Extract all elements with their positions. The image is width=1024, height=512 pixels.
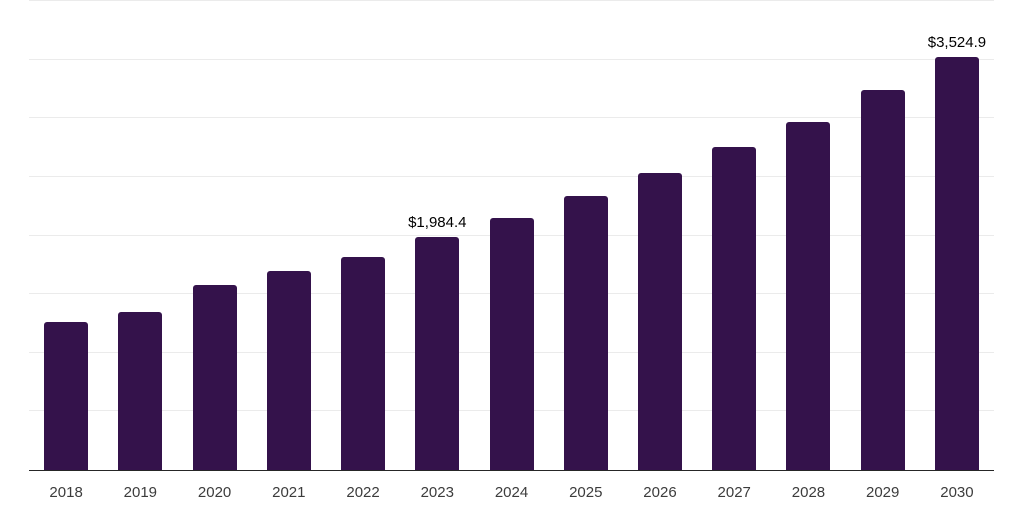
x-tick-label: 2027 xyxy=(717,484,751,501)
gridline xyxy=(29,117,994,119)
gridline xyxy=(29,0,994,1)
x-tick-label: 2028 xyxy=(791,484,826,501)
bar-slot xyxy=(549,1,623,470)
bar-slot xyxy=(252,1,326,470)
bar-2030[interactable] xyxy=(934,56,979,470)
bar-2024[interactable] xyxy=(489,217,534,470)
plot-area: $1,984.4 $3,524.9 xyxy=(29,0,994,471)
x-tick-label: 2026 xyxy=(643,484,677,501)
bar-value-label: $3,524.9 xyxy=(927,33,987,51)
bar-slot: $3,524.9 xyxy=(920,1,994,470)
gridline xyxy=(29,175,994,177)
bar-2021[interactable] xyxy=(266,271,311,470)
x-tick-label: 2029 xyxy=(866,484,900,501)
x-tick-label: 2021 xyxy=(272,484,306,501)
bar-2023[interactable] xyxy=(415,237,460,470)
x-tick-label: 2022 xyxy=(346,484,380,501)
bar-slot xyxy=(697,1,771,470)
bar-2027[interactable] xyxy=(712,146,757,470)
x-tick-label: 2024 xyxy=(494,484,529,501)
bar-slot xyxy=(326,1,400,470)
bar-slot xyxy=(177,1,251,470)
bar-slot xyxy=(771,1,845,470)
bar-2026[interactable] xyxy=(637,172,682,470)
x-tick-label: 2020 xyxy=(197,484,232,501)
bar-slot xyxy=(846,1,920,470)
x-tick-label: 2019 xyxy=(123,484,158,501)
bar-2018[interactable] xyxy=(44,321,89,470)
bar-slot xyxy=(103,1,177,470)
bar-slot: $1,984.4 xyxy=(400,1,474,470)
x-tick-label: 2023 xyxy=(420,484,454,501)
bar-slot xyxy=(29,1,103,470)
x-axis-labels: 2018 2019 2020 2021 2022 2023 2024 2025 2026 2027… xyxy=(29,471,994,512)
bars-container: $1,984.4 $3,524.9 xyxy=(29,1,994,470)
x-tick-label: 2018 xyxy=(49,484,83,501)
gridline xyxy=(29,58,994,60)
bar-2029[interactable] xyxy=(860,89,905,470)
bar-slot xyxy=(474,1,548,470)
bar-2028[interactable] xyxy=(786,121,831,470)
bar-2022[interactable] xyxy=(341,256,386,470)
bar-slot xyxy=(623,1,697,470)
bar-2020[interactable] xyxy=(192,284,237,470)
bar-2019[interactable] xyxy=(118,311,163,470)
x-tick-label: 2030 xyxy=(940,484,974,501)
bar-2025[interactable] xyxy=(563,195,608,470)
bar-value-label: $1,984.4 xyxy=(408,214,467,232)
x-tick-label: 2025 xyxy=(569,484,603,501)
